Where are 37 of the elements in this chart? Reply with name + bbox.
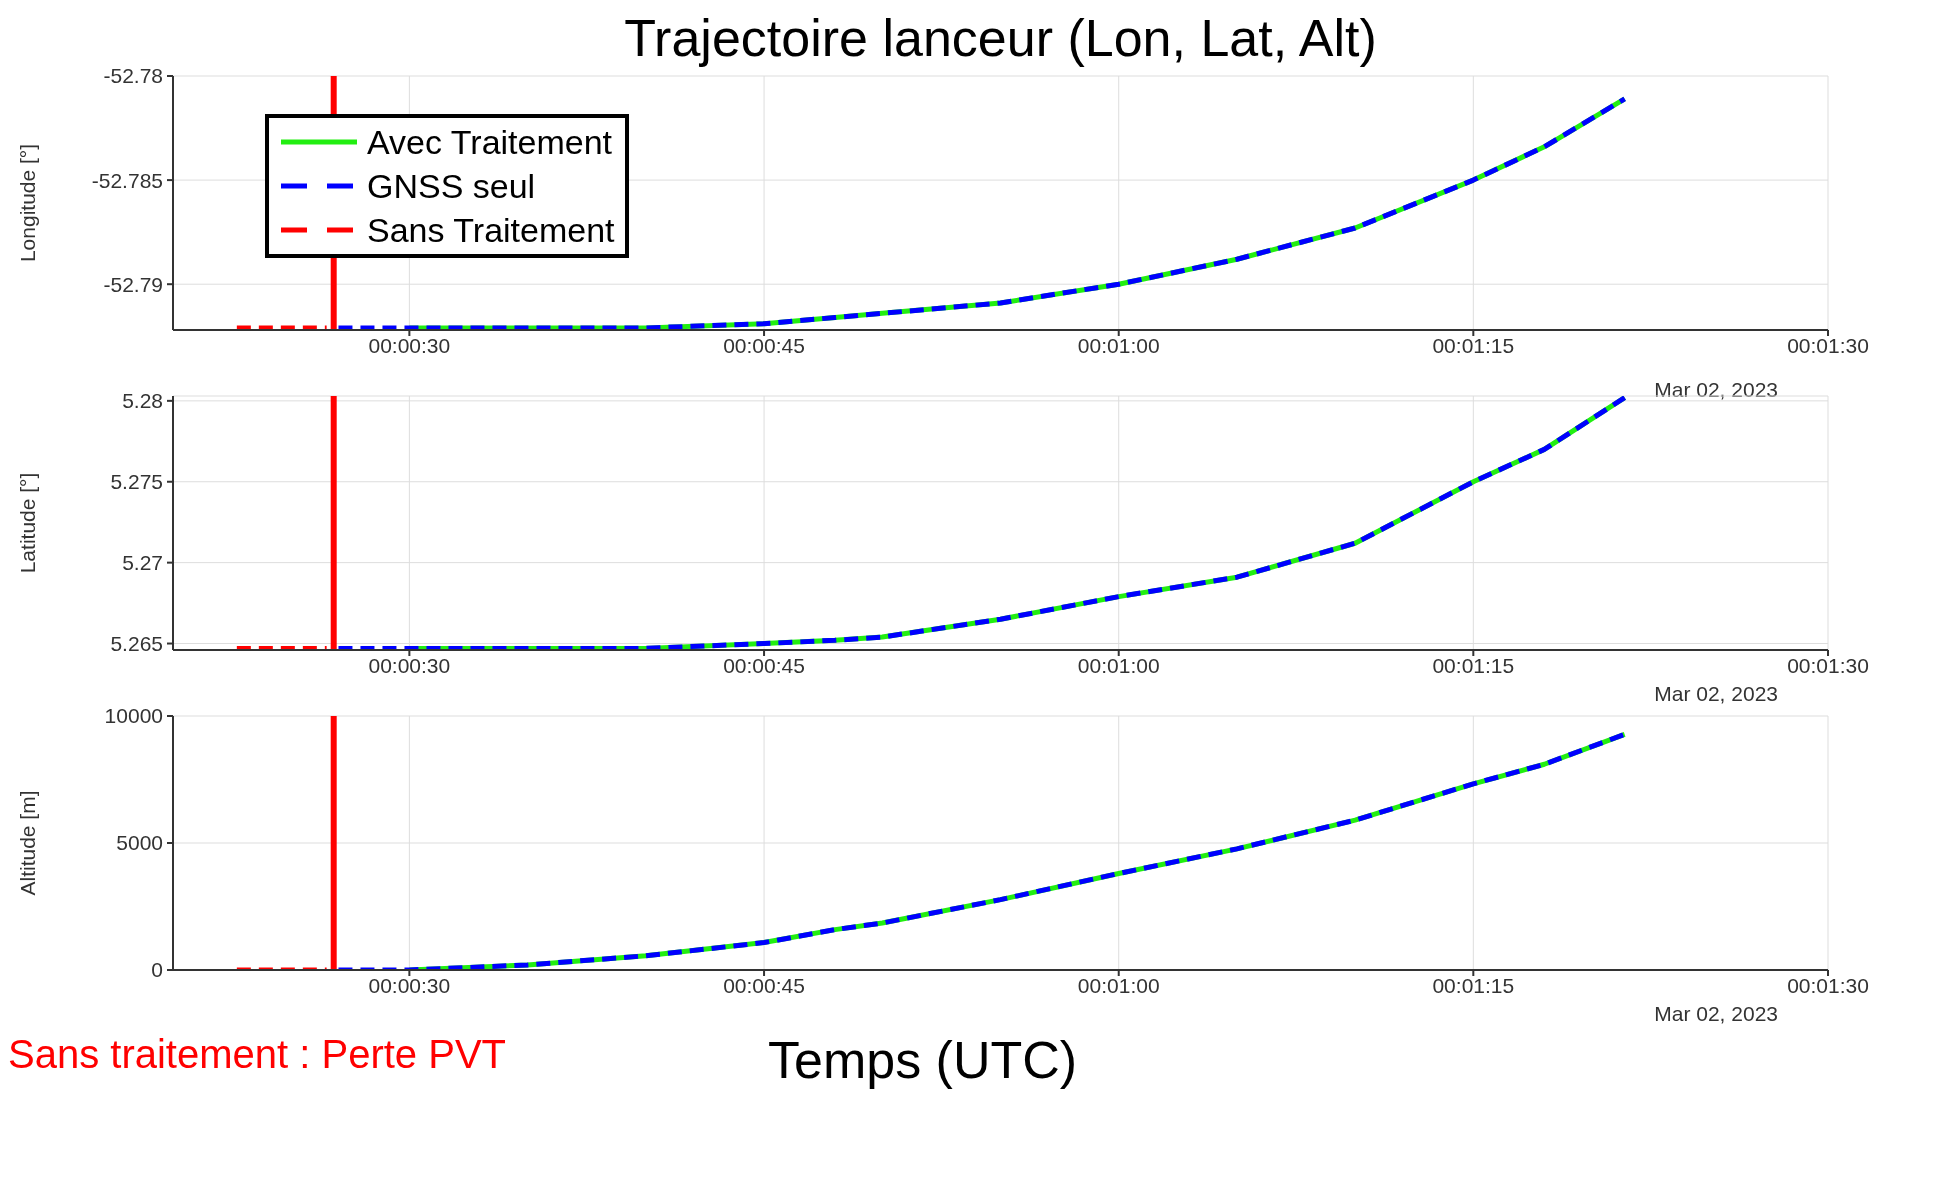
- legend-label: Sans Traitement: [367, 210, 615, 251]
- x-tick-label: 00:01:00: [1077, 653, 1160, 677]
- y-tick-label: 5.27: [122, 551, 163, 575]
- x-tick-label: 00:01:30: [1787, 653, 1869, 677]
- text: Mar 02, 2023: [1654, 1002, 1778, 1026]
- annotation: Mar 02, 2023: [1654, 378, 1778, 402]
- y-tick-label: -52.78: [103, 64, 163, 88]
- x-tick-label: 00:00:45: [723, 653, 805, 677]
- x-tick-label: 00:00:30: [368, 973, 451, 997]
- y-tick-label: 5.28: [122, 389, 163, 413]
- chart-title: Trajectoire lanceur (Lon, Lat, Alt): [623, 8, 1378, 68]
- y-tick-label: 10000: [104, 704, 163, 728]
- y-tick-label: 5.265: [110, 631, 163, 655]
- x-tick-label: 00:00:30: [368, 653, 451, 677]
- x-tick-label: 00:00:45: [723, 333, 805, 357]
- x-tick-label: 00:01:15: [1432, 333, 1515, 357]
- x-axis-title: Temps (UTC): [768, 1030, 1078, 1090]
- x-tick-label: 00:01:15: [1432, 973, 1515, 997]
- x-tick-label: 00:01:30: [1787, 333, 1869, 357]
- y-tick-label: 0: [151, 958, 163, 982]
- y-axis-title: Longitude [°]: [16, 143, 40, 263]
- legend-label: Avec Traitement: [367, 122, 613, 163]
- y-tick-label: 5000: [116, 831, 163, 855]
- y-tick-label: -52.79: [103, 272, 163, 296]
- x-tick-label: 00:00:45: [723, 973, 805, 997]
- y-tick-label: 5.275: [110, 470, 163, 494]
- x-tick-label: 00:00:30: [368, 333, 451, 357]
- x-tick-label: 00:01:30: [1787, 973, 1869, 997]
- x-tick-label: 00:01:00: [1077, 333, 1160, 357]
- x-tick-label: 00:01:00: [1077, 973, 1160, 997]
- x-tick-label: 00:01:15: [1432, 653, 1515, 677]
- legend-label: GNSS seul: [367, 166, 536, 207]
- text: Mar 02, 2023: [1654, 682, 1778, 706]
- y-tick-label: -52.785: [91, 168, 163, 192]
- y-axis-title: Altitude [m]: [16, 790, 40, 896]
- ref-line-label: Sans traitement : Perte PVT: [8, 1032, 506, 1077]
- y-axis-title: Latitude [°]: [16, 472, 40, 574]
